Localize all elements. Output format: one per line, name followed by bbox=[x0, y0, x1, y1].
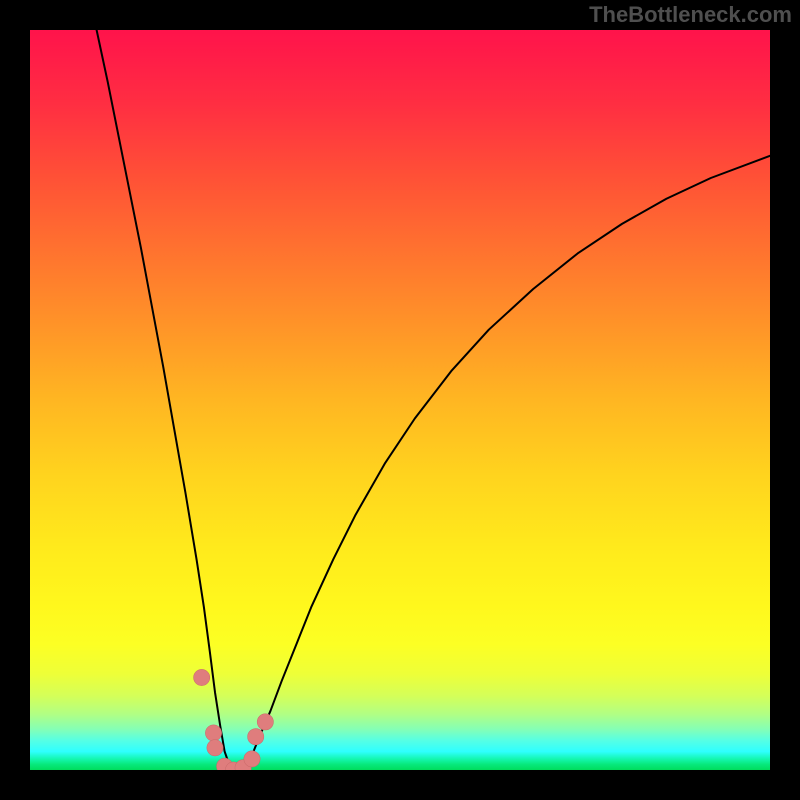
data-marker bbox=[194, 669, 210, 685]
data-marker bbox=[248, 729, 264, 745]
gradient-background bbox=[30, 30, 770, 770]
data-marker bbox=[244, 751, 260, 767]
outer-frame: TheBottleneck.com bbox=[0, 0, 800, 800]
plot-area bbox=[30, 30, 770, 770]
data-marker bbox=[257, 714, 273, 730]
data-marker bbox=[205, 725, 221, 741]
chart-svg bbox=[30, 30, 770, 770]
watermark-text: TheBottleneck.com bbox=[589, 2, 792, 28]
data-marker bbox=[207, 740, 223, 756]
